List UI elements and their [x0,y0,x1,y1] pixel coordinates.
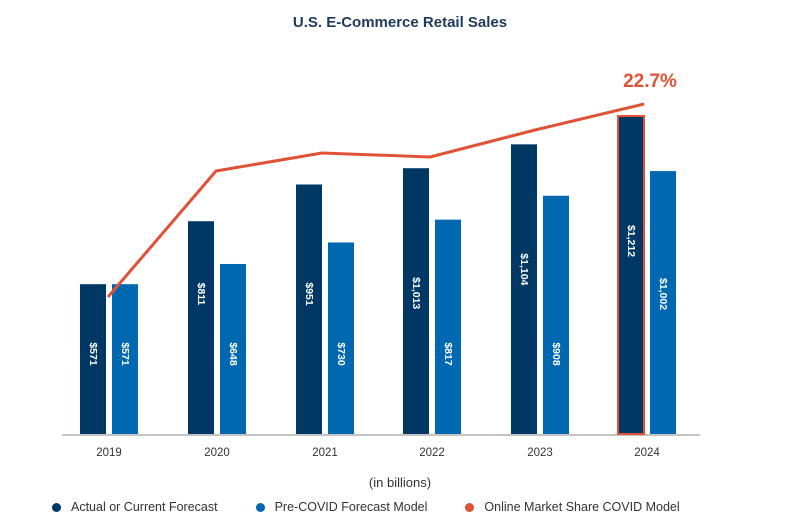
legend-dot-icon [52,502,61,512]
bar-value-label: $908 [550,342,562,366]
legend-label: Online Market Share COVID Model [484,500,680,514]
bar-precovid-2019 [112,284,138,434]
legend-item: Actual or Current Forecast [52,500,218,514]
bar-precovid-2020 [220,263,246,434]
bar-actual-2020 [188,221,214,434]
x-tick-label: 2023 [527,447,553,459]
market-share-end-label: 22.7% [623,71,677,92]
bar-value-label: $951 [303,282,315,306]
bar-precovid-2022 [435,219,461,434]
bar-value-label: $1,002 [657,278,669,310]
legend-dot-icon [255,502,265,512]
bar-chart: $571 $571 2019 $811 $648 2020 $951 $730 2021 $1,0… [62,71,700,459]
legend-item: Online Market Share COVID Model [465,500,680,514]
market-share-line [106,102,645,298]
bar-precovid-2023 [543,195,569,434]
x-tick-label: 2021 [312,447,338,459]
chart-title: U.S. E-Commerce Retail Sales [292,14,508,31]
legend-dot-icon [465,502,475,512]
x-tick-label: 2022 [419,447,445,459]
bar-value-label: $1,104 [518,253,530,285]
legend-item: Pre-COVID Forecast Model [255,500,428,514]
bar-value-label: $1,212 [625,225,637,257]
x-tick-label: 2020 [204,447,230,459]
bar-precovid-2021 [328,242,354,434]
bar-value-label: $730 [335,342,347,366]
bar-actual-2024 [617,115,645,435]
bar-value-label: $811 [195,283,207,306]
bar-value-label: $1,013 [410,277,422,309]
bar-actual-2021 [296,184,322,434]
legend-label: Pre-COVID Forecast Model [274,500,428,514]
bar-actual-2023 [511,144,537,434]
legend-label: Actual or Current Forecast [71,500,218,514]
bar-value-label: $571 [119,342,131,366]
bar-actual-2022 [403,168,429,434]
legend: Actual or Current Forecast Pre-COVID Fore… [52,500,680,514]
bar-value-label: $571 [87,342,99,366]
x-tick-label: 2019 [96,447,122,459]
bar-actual-2019 [80,284,106,434]
bar-value-label: $648 [227,342,239,366]
x-axis-unit-label: (in billions) [368,475,432,490]
x-tick-label: 2024 [634,447,660,459]
bar-precovid-2024 [650,171,676,435]
bar-value-label: $817 [442,342,454,366]
